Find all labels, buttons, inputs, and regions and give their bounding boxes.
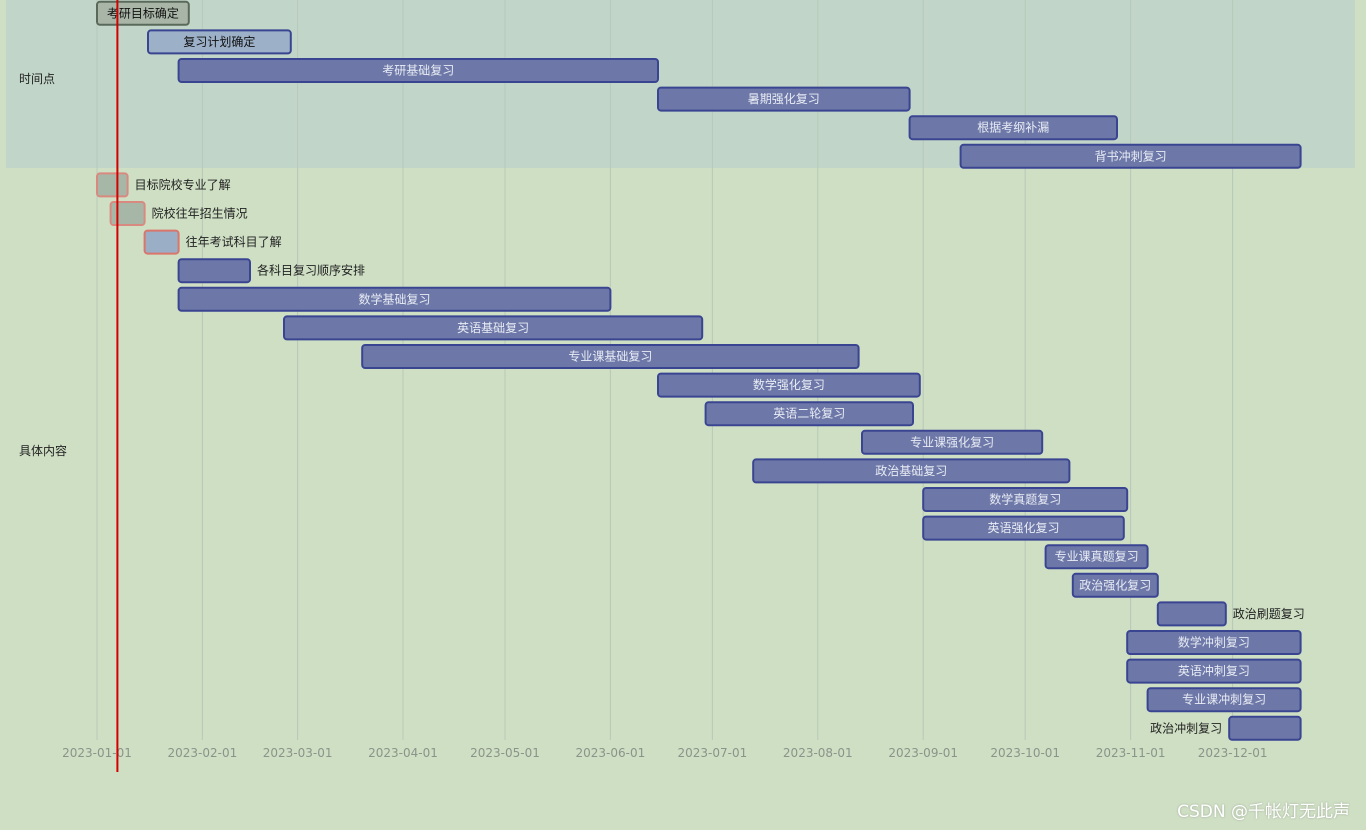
- task-bar: [361, 344, 860, 369]
- task-bar: [922, 515, 1125, 541]
- task-bars: 考研目标确定复习计划确定考研基础复习暑期强化复习根据考纲补漏背书冲刺复习目标院校…: [96, 0, 1305, 741]
- task-label: 政治刷题复习: [1233, 607, 1305, 621]
- task-bar: [1156, 601, 1227, 627]
- task-label: 院校往年招生情况: [152, 206, 248, 221]
- x-tick-label: 2023-03-01: [263, 746, 333, 760]
- task-bar: [908, 115, 1118, 141]
- task-label: 专业课真题复习: [1055, 549, 1139, 564]
- task-bar: [1126, 658, 1302, 684]
- task-label: 英语基础复习: [457, 321, 529, 335]
- x-tick-label: 2023-11-01: [1096, 746, 1166, 760]
- task-label: 考研目标确定: [107, 5, 179, 20]
- task-bar: [704, 401, 914, 427]
- task-label: 往年考试科目了解: [186, 234, 282, 249]
- task-label: 目标院校专业了解: [135, 177, 231, 192]
- x-tick-label: 2023-06-01: [576, 746, 646, 760]
- x-tick-label: 2023-07-01: [678, 746, 748, 760]
- task-label: 暑期强化复习: [748, 92, 820, 106]
- task-bar: [752, 458, 1071, 484]
- task-label: 数学基础复习: [358, 291, 430, 306]
- task-bar: [177, 286, 612, 312]
- task-label: 数学真题复习: [989, 492, 1061, 507]
- task-bar: [109, 201, 146, 226]
- task-bar: [657, 372, 921, 398]
- x-tick-label: 2023-10-01: [990, 746, 1060, 760]
- task-label: 英语强化复习: [987, 521, 1059, 535]
- task-label: 复习计划确定: [183, 34, 255, 49]
- x-tick-label: 2023-04-01: [368, 746, 438, 760]
- task-bar: [1071, 572, 1159, 598]
- grid-lines: [96, 0, 1234, 740]
- x-axis: 2023-01-01 2023-02-01 2023-03-01 2023-04-01…: [62, 746, 1267, 760]
- section-band-milestones: [6, 0, 1355, 168]
- task-bar: [96, 172, 129, 198]
- task-bar: [861, 429, 1044, 455]
- section-label: 时间点: [19, 72, 55, 86]
- task-bar: [1146, 687, 1302, 713]
- task-bar: [143, 229, 180, 255]
- task-bar: [959, 143, 1302, 169]
- task-label: 政治强化复习: [1079, 578, 1151, 592]
- task-bar: [1228, 715, 1302, 741]
- x-tick-label: 2023-02-01: [168, 746, 238, 760]
- task-bar: [96, 0, 190, 26]
- task-label: 各科目复习顺序安排: [257, 263, 365, 278]
- task-bar: [177, 258, 252, 284]
- task-label: 考研基础复习: [382, 64, 454, 78]
- x-tick-label: 2023-12-01: [1198, 746, 1268, 760]
- task-label: 专业课基础复习: [568, 349, 652, 364]
- task-label: 根据考纲补漏: [977, 121, 1049, 135]
- task-bar: [922, 487, 1129, 512]
- x-tick-label: 2023-05-01: [470, 746, 540, 760]
- task-label: 专业课冲刺复习: [1182, 692, 1266, 707]
- task-label: 数学冲刺复习: [1178, 635, 1250, 650]
- x-tick-label: 2023-09-01: [888, 746, 958, 760]
- task-label: 英语二轮复习: [773, 407, 845, 421]
- task-label: 政治冲刺复习: [1150, 720, 1222, 735]
- task-bar: [1126, 630, 1302, 655]
- x-tick-label: 2023-08-01: [783, 746, 853, 760]
- watermark-text: CSDN @千帐灯无此声: [1177, 802, 1350, 822]
- task-bar: [177, 58, 659, 83]
- task-label: 政治基础复习: [875, 464, 947, 478]
- task-bar: [657, 86, 911, 112]
- task-bar: [147, 29, 292, 55]
- task-label: 专业课强化复习: [910, 434, 994, 449]
- section-label: 具体内容: [19, 443, 67, 458]
- task-label: 英语冲刺复习: [1178, 663, 1250, 678]
- task-label: 背书冲刺复习: [1095, 148, 1167, 163]
- task-bar: [283, 315, 704, 341]
- x-tick-label: 2023-01-01: [62, 746, 132, 760]
- task-bar: [1044, 544, 1149, 570]
- task-label: 数学强化复习: [753, 377, 825, 392]
